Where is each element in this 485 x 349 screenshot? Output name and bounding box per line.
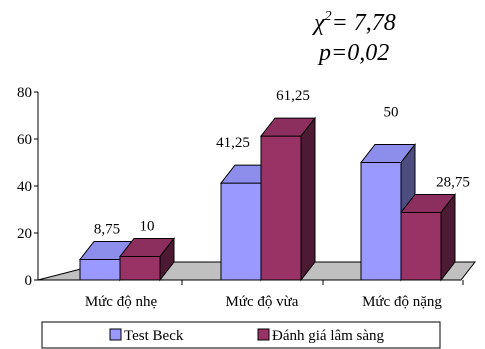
x-axis: Mức độ nhẹ Mức độ vừa Mức độ nặng [38, 279, 464, 310]
bar-front [79, 258, 121, 281]
y-tick-label: 60 [17, 132, 32, 148]
legend-swatch-danh-gia-lam-sang [257, 328, 270, 341]
chi-superscript: 2 [325, 9, 332, 24]
legend-box [41, 321, 441, 349]
bar-front [360, 162, 402, 281]
bar-front [260, 135, 302, 281]
bar [118, 237, 176, 282]
data-label: 50 [384, 105, 399, 121]
bar-side [440, 192, 456, 282]
p-value-annotation: p=0,02 [317, 40, 389, 66]
legend-swatch-test-beck [109, 328, 122, 341]
bar-side [300, 116, 316, 282]
bar-front [119, 256, 161, 281]
y-tick-label: 40 [17, 179, 32, 195]
y-tick-label: 0 [25, 273, 33, 289]
chi-square-annotation: χ2= 7,78 [312, 9, 396, 36]
bar-front [400, 211, 442, 281]
legend: Test Beck Đánh giá lâm sàng [41, 321, 441, 349]
chi-value: = 7,78 [332, 10, 396, 36]
bar [259, 116, 317, 282]
x-category-label: Mức độ nặng [362, 294, 442, 310]
x-category-label: Mức độ vừa [226, 294, 299, 310]
data-label: 28,75 [436, 174, 470, 190]
data-label: 8,75 [94, 221, 120, 237]
data-label: 10 [140, 219, 155, 235]
legend-label-danh-gia-lam-sang: Đánh giá lâm sàng [272, 328, 385, 344]
legend-label-test-beck: Test Beck [124, 328, 184, 344]
data-label: 41,25 [216, 135, 250, 151]
x-category-label: Mức độ nhẹ [85, 294, 158, 310]
bar [399, 192, 457, 282]
bar-front [220, 182, 262, 281]
y-tick-label: 20 [17, 226, 32, 242]
chi-symbol: χ [312, 10, 326, 36]
data-label: 61,25 [276, 88, 310, 104]
y-axis: 0 20 40 60 80 [17, 85, 39, 289]
bar-side [159, 237, 175, 282]
y-tick-label: 80 [17, 85, 32, 101]
plot-area: 8,75 10 41,25 61,25 50 28,75 [37, 88, 477, 282]
